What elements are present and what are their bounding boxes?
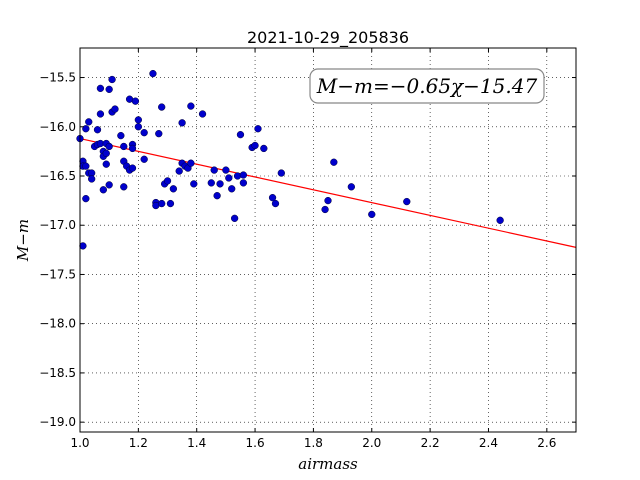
data-point <box>128 144 137 153</box>
x-tick-label: 2.6 <box>537 436 556 450</box>
data-point <box>178 119 186 127</box>
data-point <box>158 103 166 111</box>
data-point <box>93 126 102 134</box>
data-point <box>175 167 183 175</box>
y-tick-label: −19.0 <box>39 415 76 429</box>
data-point <box>105 181 113 189</box>
y-tick-label: −17.5 <box>39 267 76 281</box>
data-point <box>105 142 113 151</box>
data-point <box>213 192 221 200</box>
data-point <box>347 183 355 191</box>
data-point <box>111 105 119 113</box>
data-point <box>102 149 110 158</box>
data-point <box>330 158 338 166</box>
data-point <box>85 118 93 126</box>
data-point <box>277 169 285 177</box>
data-point <box>236 130 245 139</box>
data-point <box>79 242 87 250</box>
plot-area <box>80 48 576 432</box>
y-axis-label: M−m <box>14 219 32 262</box>
y-tick-label: −15.5 <box>39 71 76 85</box>
data-point <box>120 183 128 191</box>
data-point <box>271 199 280 208</box>
data-point <box>117 131 125 140</box>
data-point <box>239 171 248 179</box>
data-point <box>120 142 128 151</box>
data-point <box>251 141 259 150</box>
equation-box-frame <box>309 68 545 104</box>
data-point <box>131 97 140 105</box>
y-tick-label: −18.0 <box>39 317 76 331</box>
data-point <box>158 199 166 208</box>
x-tick-label: 1.0 <box>70 436 89 450</box>
data-point <box>134 116 143 124</box>
data-point <box>88 175 96 183</box>
data-point <box>169 185 178 193</box>
data-point <box>96 84 105 93</box>
data-point <box>496 216 504 224</box>
x-axis-label: airmass <box>298 455 358 473</box>
data-point <box>187 102 195 110</box>
data-point <box>105 85 113 94</box>
data-point <box>99 186 107 194</box>
data-point <box>163 177 172 185</box>
x-tick-label: 1.4 <box>187 436 206 450</box>
y-tick-label: −17.0 <box>39 218 76 232</box>
x-tick-label: 1.8 <box>304 436 323 450</box>
data-point <box>82 162 90 170</box>
data-point <box>82 125 90 133</box>
data-point <box>403 197 411 206</box>
data-point <box>102 160 110 168</box>
chart-title: 2021-10-29_205836 <box>247 28 409 48</box>
y-tick-label: −16.5 <box>39 169 76 183</box>
data-point <box>108 75 116 84</box>
data-point <box>230 214 239 222</box>
data-point <box>239 179 248 187</box>
data-point <box>190 180 198 188</box>
y-tick-label: −16.0 <box>39 120 76 134</box>
data-point <box>321 205 329 214</box>
data-point <box>207 179 215 187</box>
data-point <box>254 125 262 133</box>
data-point <box>225 174 233 182</box>
data-point <box>198 110 207 118</box>
data-point <box>324 196 332 205</box>
fit-equation-box: M−m=−0.65χ−15.47 <box>309 68 545 104</box>
data-point <box>166 199 175 208</box>
data-point <box>210 166 218 174</box>
axis-ticks: 1.0 1.2 1.4 1.6 1.8 2.0 2.2 2.4 2.6 −15.5 −16.0 −16… <box>39 48 576 450</box>
data-point <box>82 194 90 203</box>
fit-line <box>79 137 577 248</box>
data-point <box>228 185 236 193</box>
data-point <box>222 166 230 174</box>
data-point <box>216 180 224 188</box>
plot-frame <box>79 47 577 433</box>
data-point <box>134 123 143 131</box>
data-point <box>149 69 157 78</box>
y-tick-label: −18.5 <box>39 366 76 380</box>
data-point <box>140 129 148 137</box>
x-tick-label: 1.6 <box>246 436 265 450</box>
data-point <box>260 144 268 153</box>
data-point <box>155 130 163 138</box>
data-point <box>140 155 148 163</box>
data-point <box>187 159 195 167</box>
data-point <box>368 210 376 219</box>
fit-equation-label: M−m=−0.65χ−15.47 <box>316 74 538 98</box>
x-tick-label: 2.0 <box>362 436 381 450</box>
fit-line-layer <box>79 137 577 248</box>
data-point <box>128 164 137 172</box>
x-tick-label: 1.2 <box>129 436 148 450</box>
data-points <box>76 69 504 250</box>
x-tick-label: 2.2 <box>421 436 440 450</box>
data-point <box>96 110 105 118</box>
data-point <box>268 194 277 202</box>
x-tick-label: 2.4 <box>479 436 498 450</box>
